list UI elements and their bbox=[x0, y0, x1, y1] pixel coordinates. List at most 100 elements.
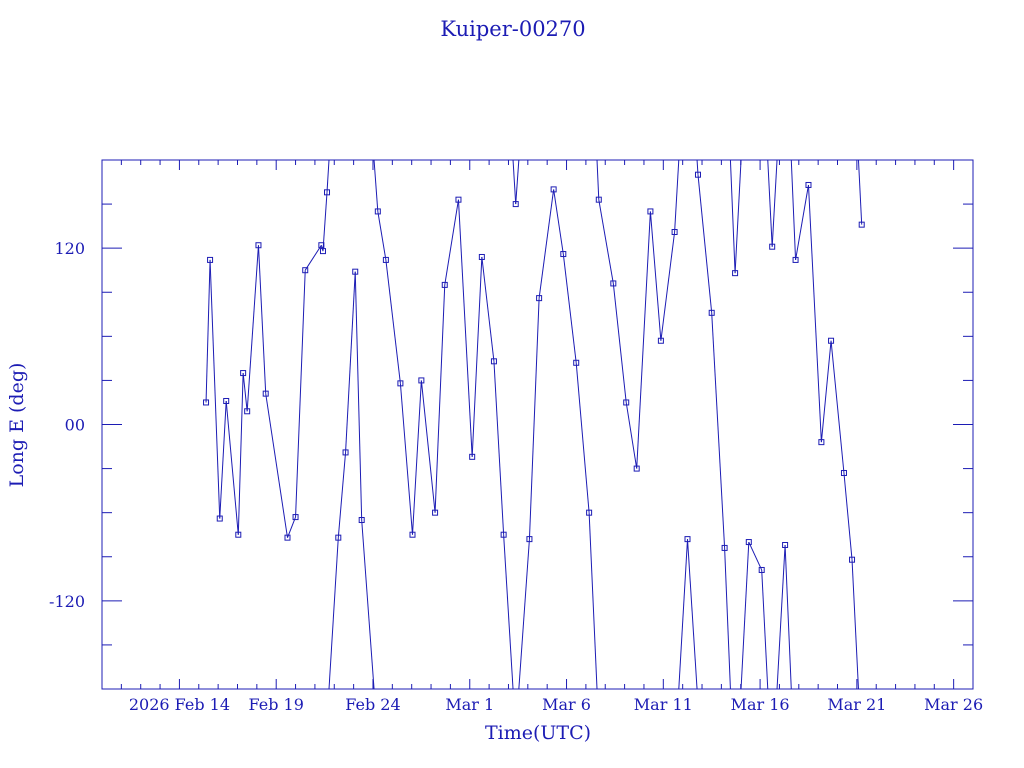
data-point bbox=[478, 253, 485, 260]
series-lines bbox=[205, 160, 863, 689]
series-segment bbox=[237, 373, 244, 535]
series-segment bbox=[674, 160, 680, 233]
series-segment bbox=[687, 539, 698, 689]
plot-frame bbox=[101, 159, 974, 690]
data-point bbox=[792, 256, 799, 263]
series-segment bbox=[434, 284, 446, 513]
data-point bbox=[526, 536, 533, 543]
series-segment bbox=[625, 402, 638, 469]
series-segment bbox=[761, 569, 769, 689]
series-segment bbox=[326, 160, 330, 193]
data-point bbox=[490, 358, 497, 365]
series-segment bbox=[724, 547, 731, 689]
data-point bbox=[342, 449, 349, 456]
data-point bbox=[235, 531, 242, 538]
series-segment bbox=[257, 245, 267, 394]
y-tick-label: 120 bbox=[54, 239, 85, 258]
data-point bbox=[573, 359, 580, 366]
series-segment bbox=[354, 271, 363, 521]
series-segment bbox=[588, 512, 598, 689]
data-point bbox=[647, 208, 654, 215]
axis-ticks bbox=[102, 160, 973, 689]
data-point bbox=[550, 186, 557, 193]
data-point bbox=[708, 309, 715, 316]
series-segment bbox=[740, 542, 750, 689]
series-segment bbox=[328, 537, 339, 689]
series-segment bbox=[830, 340, 845, 474]
data-point bbox=[732, 270, 739, 277]
series-segment bbox=[697, 174, 713, 313]
series-segment bbox=[636, 211, 651, 469]
x-tick-label: Mar 26 bbox=[924, 695, 983, 714]
series-segment bbox=[246, 245, 259, 412]
series-segment bbox=[205, 259, 211, 403]
data-point bbox=[595, 196, 602, 203]
series-segment bbox=[515, 160, 520, 205]
series-segment bbox=[219, 400, 227, 519]
series-segment bbox=[385, 259, 401, 384]
tick-labels: 2026 Feb 14 Feb 19 Feb 24 Mar 1 Mar 6 Mar 11 M… bbox=[49, 239, 983, 714]
x-axis-label: Time(UTC) bbox=[485, 722, 591, 744]
series-segment bbox=[598, 199, 614, 284]
x-tick-label: Mar 6 bbox=[542, 695, 591, 714]
series-segment bbox=[790, 160, 797, 260]
series-segment bbox=[209, 259, 221, 519]
series-segment bbox=[660, 231, 676, 341]
data-point bbox=[409, 531, 416, 538]
data-point bbox=[633, 465, 640, 472]
data-point bbox=[382, 256, 389, 263]
data-point bbox=[432, 509, 439, 516]
series-segment bbox=[471, 256, 483, 457]
series-segment bbox=[518, 539, 530, 689]
data-point bbox=[207, 256, 214, 263]
x-tick-label: Feb 24 bbox=[345, 695, 400, 714]
data-point bbox=[828, 337, 835, 344]
series-segment bbox=[420, 380, 436, 513]
series-segment bbox=[225, 400, 239, 535]
data-point bbox=[671, 229, 678, 236]
x-tick-label: Mar 1 bbox=[445, 695, 494, 714]
series-segment bbox=[734, 160, 742, 274]
data-point bbox=[319, 248, 326, 255]
series-segment bbox=[373, 160, 379, 212]
data-point bbox=[560, 251, 567, 258]
data-point bbox=[849, 556, 856, 563]
series-segment bbox=[377, 211, 387, 261]
series-segment bbox=[345, 271, 356, 453]
series-segment bbox=[411, 380, 422, 535]
series-segment bbox=[807, 184, 822, 443]
data-point bbox=[818, 439, 825, 446]
data-point bbox=[769, 243, 776, 250]
data-point bbox=[469, 453, 476, 460]
data-point bbox=[216, 515, 223, 522]
data-point bbox=[397, 380, 404, 387]
data-point bbox=[262, 390, 269, 397]
chart-title: Kuiper-00270 bbox=[440, 17, 585, 41]
data-point bbox=[805, 181, 812, 188]
data-point bbox=[586, 509, 593, 516]
data-point bbox=[623, 399, 630, 406]
data-point bbox=[302, 267, 309, 274]
series-segment bbox=[399, 383, 413, 535]
series-segment bbox=[771, 160, 778, 247]
series-segment bbox=[295, 270, 306, 518]
series-segment bbox=[553, 189, 564, 255]
series-segment bbox=[711, 312, 726, 548]
series-segment bbox=[795, 184, 809, 261]
series-segment bbox=[678, 539, 689, 689]
data-point bbox=[610, 280, 617, 287]
data-point bbox=[657, 337, 664, 344]
series-segment bbox=[784, 544, 792, 689]
x-tick-label: Mar 16 bbox=[731, 695, 790, 714]
data-point bbox=[358, 517, 365, 524]
data-point bbox=[352, 268, 359, 275]
data-point bbox=[721, 544, 728, 551]
data-point bbox=[512, 201, 519, 208]
plot-area bbox=[203, 160, 865, 689]
data-point bbox=[536, 295, 543, 302]
series-segment bbox=[337, 452, 347, 538]
series-segment bbox=[562, 253, 577, 363]
series-segment bbox=[503, 534, 514, 689]
series-segment bbox=[820, 340, 832, 443]
